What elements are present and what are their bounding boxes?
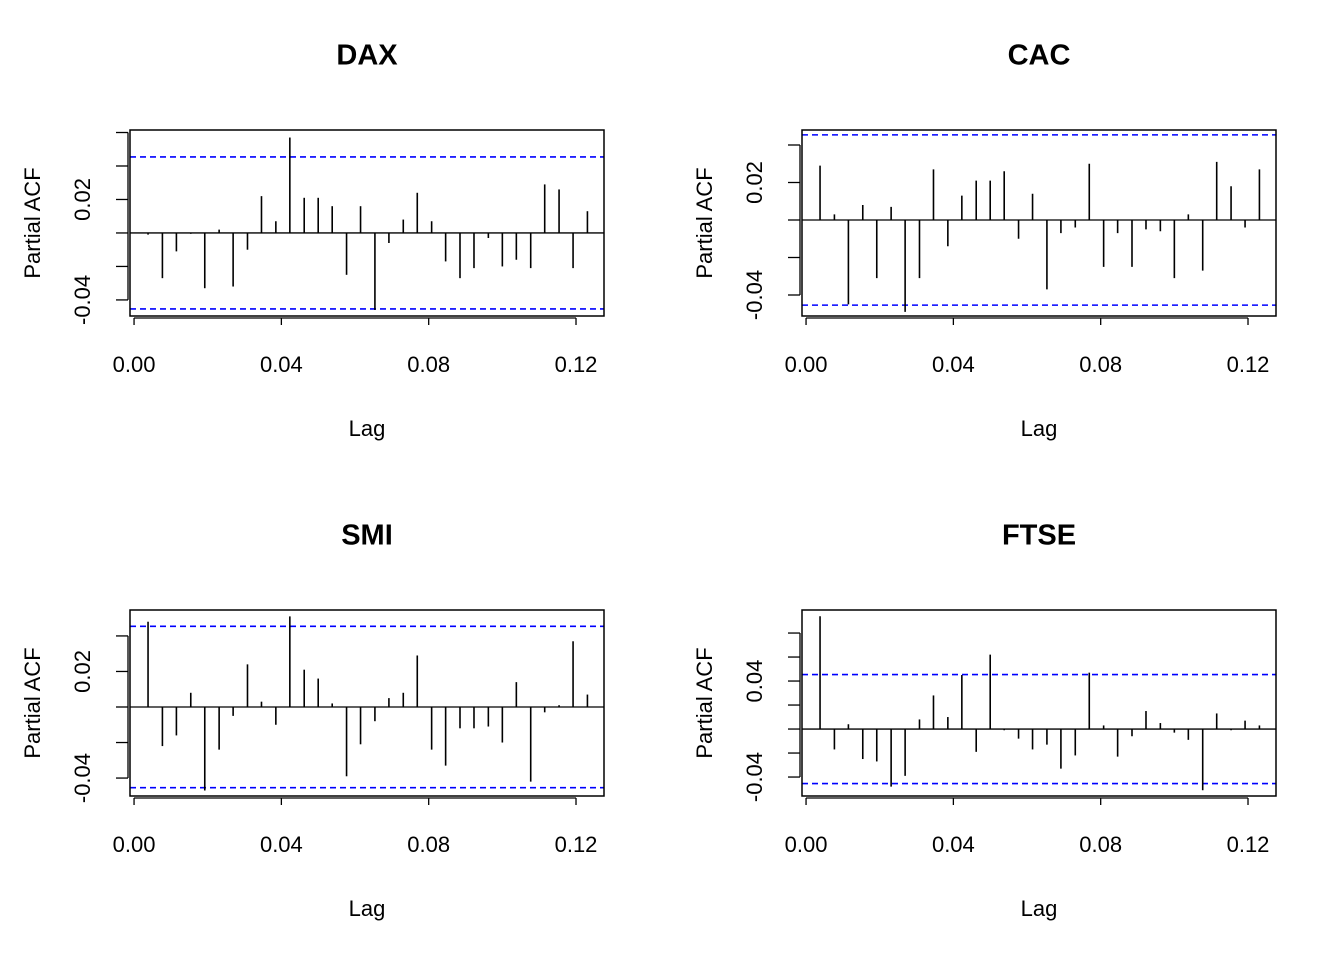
y-tick-label: 0.04 [742, 660, 767, 703]
x-tick-label: 0.00 [785, 352, 828, 377]
y-axis-label: Partial ACF [692, 167, 717, 278]
x-tick-label: 0.04 [260, 352, 303, 377]
chart-title: CAC [1008, 40, 1071, 72]
y-axis-label: Partial ACF [20, 167, 45, 278]
x-axis-label: Lag [349, 896, 386, 921]
chart-title: SMI [341, 520, 393, 552]
y-tick-label: -0.04 [742, 270, 767, 320]
plot-box [129, 129, 605, 317]
x-tick-label: 0.04 [260, 832, 303, 857]
plot-box [801, 609, 1277, 797]
x-tick-label: 0.08 [407, 352, 450, 377]
x-tick-label: 0.08 [1079, 832, 1122, 857]
x-tick-label: 0.12 [555, 832, 598, 857]
y-axis-label: Partial ACF [20, 647, 45, 758]
x-tick-label: 0.12 [1227, 352, 1270, 377]
x-tick-label: 0.00 [113, 832, 156, 857]
chart-title: FTSE [1002, 520, 1076, 552]
x-tick-label: 0.08 [1079, 352, 1122, 377]
plot-box [129, 609, 605, 797]
x-axis-label: Lag [1021, 896, 1058, 921]
x-tick-label: 0.04 [932, 352, 975, 377]
y-tick-label: 0.02 [70, 178, 95, 221]
y-axis-label: Partial ACF [692, 647, 717, 758]
y-tick-label: -0.04 [70, 275, 95, 325]
chart-title: DAX [336, 40, 398, 72]
x-tick-label: 0.00 [785, 832, 828, 857]
x-axis-label: Lag [1021, 416, 1058, 441]
y-tick-label: 0.02 [742, 161, 767, 204]
y-tick-label: 0.02 [70, 650, 95, 693]
x-tick-label: 0.08 [407, 832, 450, 857]
x-tick-label: 0.00 [113, 352, 156, 377]
x-tick-label: 0.12 [555, 352, 598, 377]
y-tick-label: -0.04 [70, 753, 95, 803]
plot-box [801, 129, 1277, 317]
x-axis-label: Lag [349, 416, 386, 441]
x-tick-label: 0.12 [1227, 832, 1270, 857]
x-tick-label: 0.04 [932, 832, 975, 857]
y-tick-label: -0.04 [742, 752, 767, 802]
